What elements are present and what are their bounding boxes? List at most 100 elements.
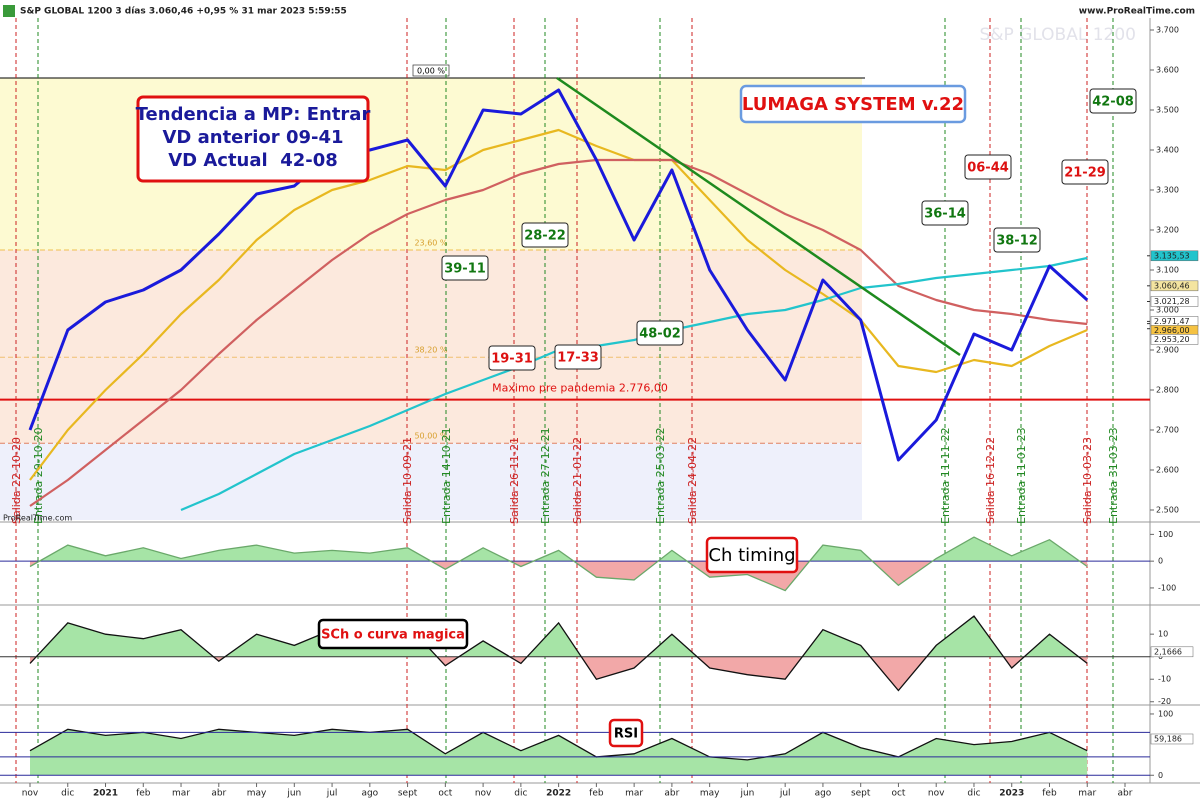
current-label: 2,1666 — [1154, 647, 1182, 656]
indicator-area-positive — [30, 729, 1088, 776]
x-tick-label: nov — [928, 789, 945, 799]
y-tick-label: 2.500 — [1156, 506, 1179, 515]
trend-text: VD anterior 09-41 — [162, 127, 343, 148]
x-tick-label: feb — [589, 789, 604, 799]
x-tick-label: jun — [286, 789, 301, 799]
signal-label: Salida 21-01-22 — [571, 437, 584, 524]
x-tick-label: mar — [625, 789, 643, 799]
fib-label: 0,00 % — [417, 67, 445, 76]
logo — [3, 5, 15, 17]
code-box — [521, 222, 569, 248]
indicator-area-positive — [36, 616, 1079, 657]
system-label: LUMAGA SYSTEM v.22 — [742, 94, 964, 115]
x-tick-label: abr — [664, 789, 679, 799]
footer: ProRealTime.com — [3, 514, 72, 523]
signal-label: Entrada 29-10-20 — [32, 427, 45, 524]
code-box — [636, 320, 684, 346]
x-tick-label: nov — [22, 789, 39, 799]
signal-label: Entrada 31-03-23 — [1107, 427, 1120, 524]
price-label: 3.135,53 — [1154, 251, 1190, 260]
price-label-box — [1150, 250, 1199, 262]
signal-label: Entrada 11-11-22 — [939, 427, 952, 524]
current-box — [1150, 733, 1194, 745]
x-tick-label: jul — [779, 789, 791, 799]
x-tick-label: dic — [61, 789, 74, 799]
code-label: 48-02 — [639, 327, 681, 342]
signal-label: Salida 16-12-22 — [984, 437, 997, 524]
indicator-title: Ch timing — [708, 545, 795, 566]
price-label-box — [1150, 296, 1199, 307]
code-box — [488, 345, 536, 371]
x-tick-label: abr — [211, 789, 226, 799]
x-tick-label: dic — [514, 789, 527, 799]
code-label: 06-44 — [967, 161, 1009, 176]
series-line — [180, 256, 1088, 512]
trend-text: Tendencia a MP: Entrar — [136, 104, 371, 125]
fib-label: 50,00 % — [414, 432, 447, 441]
price-label: 3.060,46 — [1154, 281, 1190, 290]
indicator-title-box — [608, 718, 644, 748]
y-tick-label: 100 — [1158, 709, 1173, 718]
x-tick-label: may — [247, 789, 267, 799]
series-line — [29, 128, 1088, 481]
y-tick-label: 100 — [1158, 530, 1173, 539]
code-box — [441, 255, 489, 281]
price-label: 2.971,47 — [1154, 317, 1190, 326]
code-label: 19-31 — [491, 352, 533, 367]
code-label: 38-12 — [996, 234, 1038, 249]
price-label: 2.953,20 — [1154, 335, 1190, 344]
y-tick-label: 3.500 — [1156, 106, 1179, 115]
x-tick-label: jun — [739, 789, 754, 799]
code-label: 17-33 — [557, 351, 599, 366]
code-box — [554, 344, 602, 370]
y-tick-label: 3.600 — [1156, 66, 1179, 75]
signal-label: Entrada 25-03-22 — [654, 427, 667, 524]
x-tick-label: oct — [438, 789, 452, 799]
x-tick-label: mar — [1078, 789, 1096, 799]
code-box — [964, 154, 1012, 180]
indicator-area-positive — [39, 537, 1080, 562]
price-label-box — [1150, 334, 1199, 345]
y-tick-label: 2.600 — [1156, 466, 1179, 475]
x-tick-label: ago — [361, 789, 378, 799]
x-tick-label: 2021 — [93, 789, 118, 799]
code-box — [1089, 88, 1137, 114]
trend-line — [556, 76, 961, 357]
signal-label: Salida 10-09-21 — [401, 437, 414, 524]
y-tick-label: -100 — [1158, 583, 1176, 592]
x-tick-label: abr — [1118, 789, 1133, 799]
current-label: 59,186 — [1154, 734, 1182, 743]
signal-label: Salida 24-04-22 — [686, 437, 699, 524]
x-tick-label: sept — [398, 789, 418, 799]
x-tick-label: may — [700, 789, 720, 799]
trend-text: VD Actual 42-08 — [168, 150, 338, 171]
signal-label: Salida 22-10-20 — [10, 437, 23, 524]
code-box — [921, 200, 969, 226]
signal-label: Entrada 27-12-21 — [539, 427, 552, 524]
system-box — [739, 84, 967, 124]
y-tick-label: 3.700 — [1156, 26, 1179, 35]
price-label: 3.021,28 — [1154, 297, 1190, 306]
code-label: 28-22 — [524, 229, 566, 244]
code-label: 42-08 — [1092, 95, 1134, 110]
fib-label: 38,20 % — [414, 346, 447, 355]
x-tick-label: dic — [967, 789, 980, 799]
code-label: 36-14 — [924, 207, 966, 222]
y-tick-label: 0 — [1158, 557, 1163, 566]
current-box — [1150, 646, 1194, 658]
indicator-title: SCh o curva magica — [321, 628, 465, 643]
signal-label: Salida 10-03-23 — [1081, 437, 1094, 524]
x-tick-label: ago — [815, 789, 832, 799]
indicator-line — [29, 615, 1088, 692]
signal-label: Entrada 11-01-23 — [1015, 427, 1028, 524]
fib-label: 23,60 % — [414, 239, 447, 248]
series-line — [29, 158, 1088, 507]
price-label: 2.966,00 — [1154, 326, 1190, 335]
x-tick-label: feb — [1042, 789, 1057, 799]
code-label: 39-11 — [444, 262, 486, 277]
y-tick-label: 10 — [1158, 630, 1168, 639]
y-tick-label: 3.200 — [1156, 226, 1179, 235]
x-tick-label: oct — [891, 789, 905, 799]
zone-band — [0, 443, 862, 520]
x-tick-label: nov — [475, 789, 492, 799]
